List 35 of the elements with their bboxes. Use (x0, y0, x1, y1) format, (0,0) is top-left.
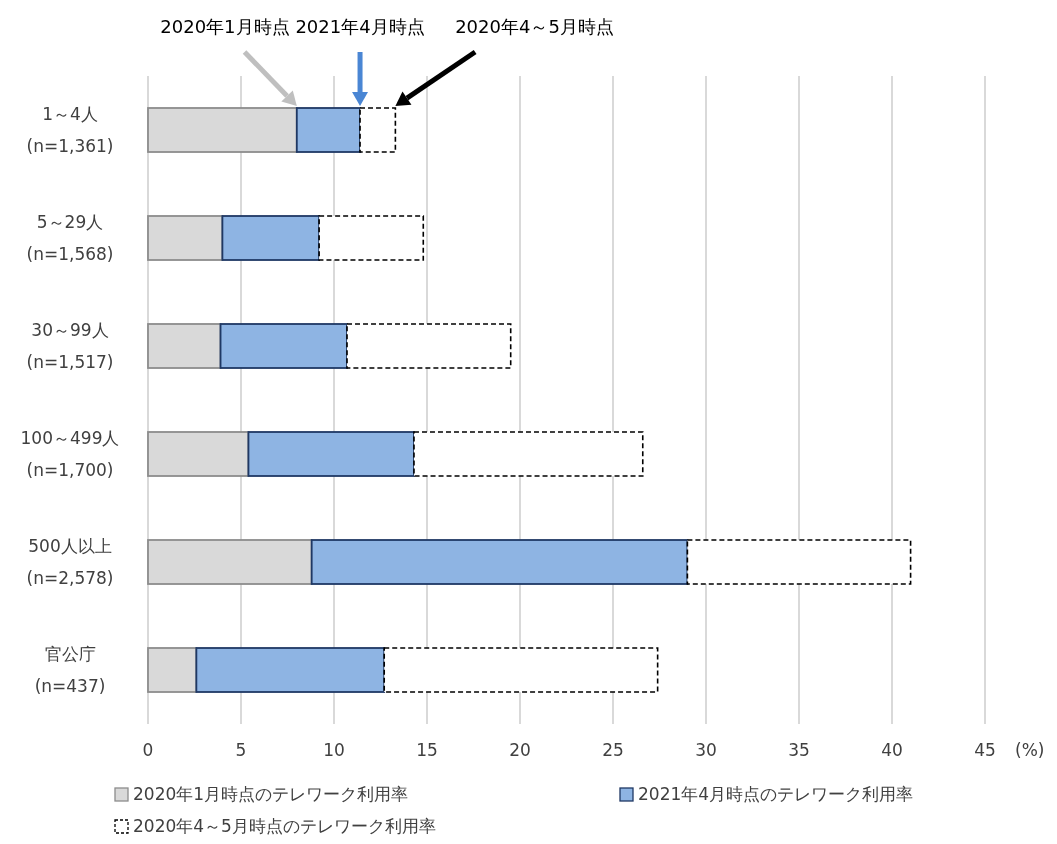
bar (383, 647, 659, 693)
y-tick-label: 1～4人 (n=1,361) (26, 104, 114, 156)
x-tick-label: 20 (509, 740, 531, 760)
bar (247, 431, 415, 477)
bar (219, 323, 348, 369)
x-tick-label: 25 (602, 740, 624, 760)
y-tick-label: 100～499人 (n=1,700) (20, 428, 120, 480)
bar (310, 539, 689, 585)
text: 2020年4～5月時点 (455, 16, 614, 37)
y-tick-label: 5～29人 (n=1,568) (26, 212, 114, 264)
bar (318, 215, 425, 261)
legend-label: 2021年4月時点のテレワーク利用率 (638, 784, 914, 804)
y-tick-label: 500人以上 (n=2,578) (26, 536, 114, 588)
x-tick-label: 10 (323, 740, 345, 760)
x-axis-title: (%) (1015, 740, 1045, 760)
x-tick-label: 0 (142, 740, 154, 760)
text: 2021年4月時点 (295, 16, 425, 37)
x-tick-label: 35 (788, 740, 810, 760)
bar (295, 107, 361, 153)
x-tick-label: 15 (416, 740, 438, 760)
bar (195, 647, 386, 693)
y-tick-label: 官公庁 (n=437) (34, 644, 106, 696)
text: 2020年1月時点 (160, 16, 290, 37)
bar (221, 215, 321, 261)
bar (346, 323, 512, 369)
legend-label: 2020年1月時点のテレワーク利用率 (133, 784, 409, 804)
x-tick-label: 30 (695, 740, 717, 760)
bar (413, 431, 644, 477)
bar (359, 107, 397, 153)
y-tick-label: 30～99人 (n=1,517) (26, 320, 114, 372)
x-tick-label: 45 (974, 740, 996, 760)
x-tick-label: 40 (881, 740, 903, 760)
x-tick-label: 5 (235, 740, 247, 760)
bar (686, 539, 912, 585)
legend-label: 2020年4～5月時点のテレワーク利用率 (133, 816, 436, 836)
